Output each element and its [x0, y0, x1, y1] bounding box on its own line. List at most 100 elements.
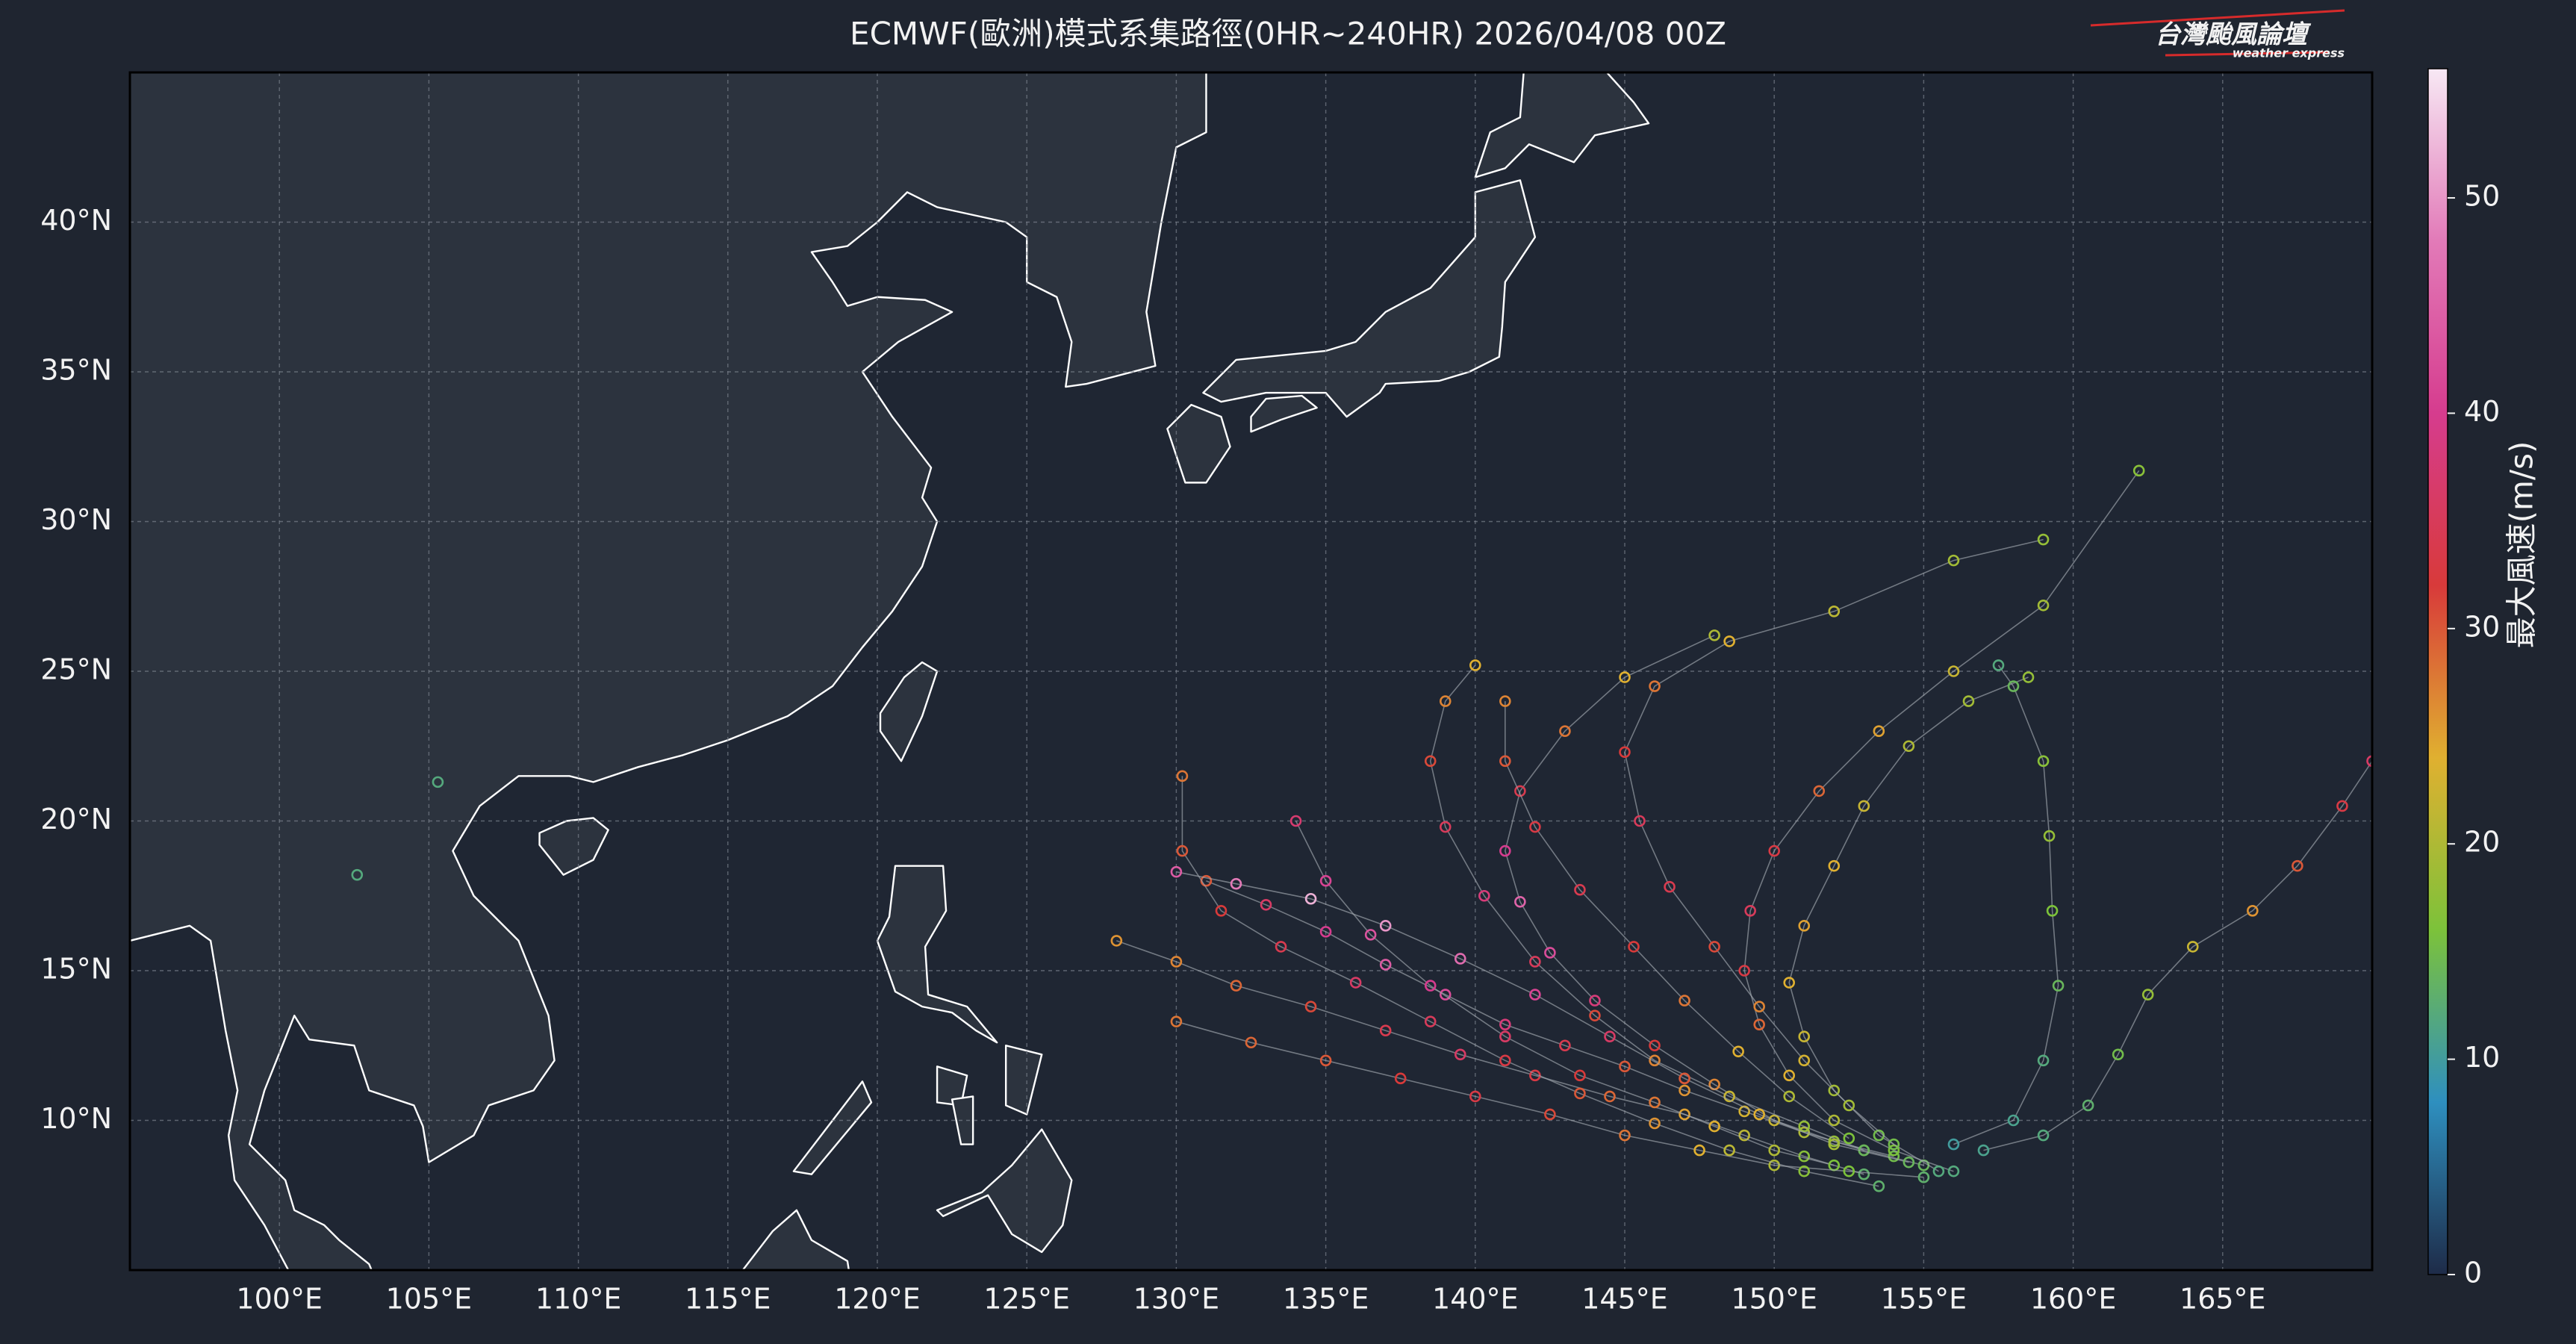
track-point	[2292, 859, 2303, 872]
borneo	[728, 1210, 853, 1270]
track-point	[1110, 935, 1123, 947]
tracks	[351, 464, 2372, 1192]
shikoku	[1251, 396, 1317, 432]
y-tick-label: 25°N	[40, 653, 112, 686]
track-point	[2112, 1048, 2124, 1061]
track-point	[1424, 755, 1437, 768]
track-line	[1295, 821, 1835, 1166]
track-point	[1454, 1048, 1466, 1061]
track-line	[1116, 940, 1864, 1175]
track-point	[1469, 1090, 1481, 1103]
track-point	[1499, 844, 1511, 857]
track-point	[1176, 770, 1189, 783]
x-tick-label: 115°E	[685, 1283, 771, 1316]
track-point	[1798, 920, 1811, 932]
track-point	[1574, 1087, 1586, 1100]
track-point	[1230, 877, 1242, 890]
track-point	[1649, 1096, 1661, 1109]
track-point	[1768, 844, 1780, 857]
track-point	[1454, 953, 1466, 965]
track-point	[1768, 1144, 1780, 1157]
track-point	[1708, 629, 1720, 641]
track-point	[1753, 1108, 1765, 1121]
track-point	[1843, 1099, 1855, 1112]
track-point	[1947, 554, 1960, 567]
track-point	[1828, 605, 1841, 617]
track-point	[1753, 1018, 1765, 1030]
track-point	[1439, 821, 1452, 833]
track-line	[1983, 760, 2372, 1151]
track-point	[1798, 1030, 1811, 1043]
track-point	[2132, 464, 2145, 477]
palawan	[794, 1081, 871, 1174]
track-point	[1364, 929, 1377, 941]
track-point	[1679, 995, 1690, 1007]
track-point	[1783, 1069, 1796, 1082]
track-point	[1649, 1039, 1661, 1052]
track-point	[1478, 889, 1490, 902]
track-point	[1798, 1054, 1811, 1067]
track-point	[1544, 947, 1556, 959]
x-tick-label: 145°E	[1581, 1283, 1668, 1316]
track-point	[2141, 989, 2154, 1001]
track-point	[2046, 905, 2059, 917]
track-point	[1903, 740, 1915, 753]
track-point	[432, 776, 444, 788]
logo-subtitle: weather express	[2233, 46, 2345, 60]
track-point	[1738, 1105, 1750, 1118]
track-point	[1215, 905, 1228, 917]
track-point	[1604, 1030, 1616, 1043]
track-point	[1798, 1120, 1811, 1133]
track-line	[1176, 871, 1909, 1163]
track-point	[1679, 1072, 1690, 1085]
track-point	[2007, 1114, 2020, 1127]
track-point	[1170, 956, 1183, 968]
track-point	[1828, 1084, 1841, 1097]
map-frame	[128, 71, 2374, 1272]
colorbar-tick-label: 10	[2464, 1041, 2500, 1074]
track-point	[1723, 635, 1735, 647]
track-point	[1529, 956, 1541, 968]
track-point	[1619, 1129, 1631, 1142]
track-point	[1499, 1018, 1511, 1030]
track-point	[1469, 659, 1481, 671]
track-point	[1176, 844, 1189, 857]
track-point	[1903, 1156, 1915, 1169]
track-point	[2082, 1099, 2094, 1112]
y-tick-label: 20°N	[40, 803, 112, 836]
track-point	[1744, 905, 1756, 917]
track-point	[1723, 1090, 1735, 1103]
hainan	[540, 818, 609, 874]
track-point	[1439, 989, 1452, 1001]
axes: 100°E 105°E 110°E 115°E 120°E 125°E 130°E 135°E…	[40, 204, 2265, 1316]
track-point	[1619, 1060, 1631, 1073]
track-point	[1439, 695, 1452, 707]
track-point	[1499, 755, 1511, 768]
track-point	[2022, 671, 2035, 683]
track-point	[1499, 1054, 1511, 1067]
track-point	[1275, 941, 1287, 953]
x-tick-label: 130°E	[1133, 1283, 1220, 1316]
track-point	[1628, 941, 1640, 953]
track-line	[1953, 665, 2059, 1145]
track-point	[1858, 1168, 1870, 1180]
track-point	[1783, 1090, 1796, 1103]
track-point	[1873, 725, 1885, 738]
track-point	[2037, 755, 2050, 768]
x-tick-label: 165°E	[2180, 1283, 2266, 1316]
track-point	[1664, 880, 1676, 893]
y-tick-label: 15°N	[40, 953, 112, 986]
track-point	[1843, 1132, 1855, 1145]
colorbar: 0 10 20 30 40 50 最大風速(m/s)	[2427, 68, 2540, 1289]
x-tick-label: 150°E	[1731, 1283, 1817, 1316]
track-point	[1319, 1054, 1332, 1067]
track-point	[1649, 1054, 1661, 1067]
track-point	[1828, 1138, 1841, 1151]
track-point	[1559, 725, 1571, 738]
track-point	[1649, 680, 1661, 692]
colorbar-tick-label: 0	[2464, 1257, 2482, 1289]
track-point	[1529, 821, 1541, 833]
colorbar-tick-label: 40	[2464, 395, 2500, 428]
track-point	[1753, 1001, 1765, 1012]
